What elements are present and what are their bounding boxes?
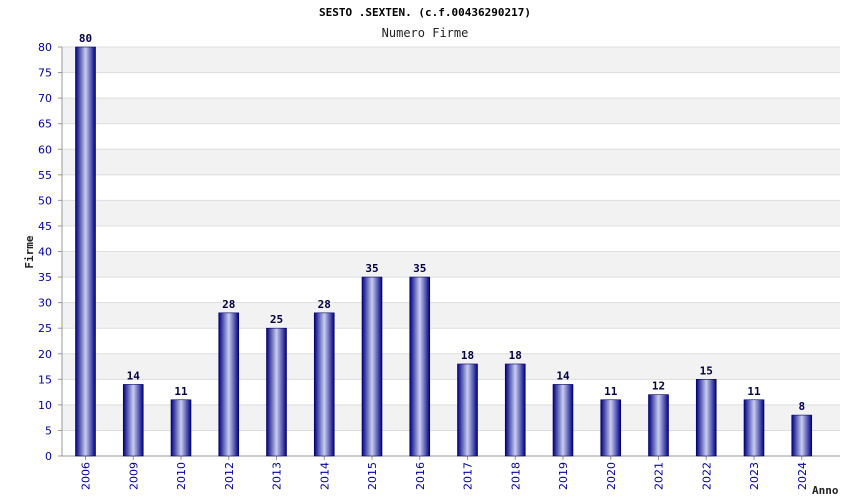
grid-band bbox=[62, 47, 840, 73]
bar-2009 bbox=[122, 384, 144, 457]
y-tick-label: 20 bbox=[38, 348, 52, 361]
x-tick-label: 2016 bbox=[414, 462, 427, 490]
y-tick-label: 15 bbox=[38, 373, 52, 386]
bar-value-label: 35 bbox=[413, 262, 426, 275]
x-tick-label: 2018 bbox=[509, 462, 522, 490]
x-tick-label: 2014 bbox=[318, 462, 331, 490]
y-tick-label: 65 bbox=[38, 118, 52, 131]
bar-2010 bbox=[170, 399, 192, 457]
bar-value-label: 11 bbox=[604, 385, 618, 398]
x-tick-label: 2024 bbox=[796, 462, 809, 490]
bar-value-label: 28 bbox=[222, 298, 235, 311]
x-tick-label: 2012 bbox=[223, 462, 236, 490]
bar-value-label: 12 bbox=[652, 380, 665, 393]
bar-value-label: 11 bbox=[174, 385, 188, 398]
bar-2019 bbox=[552, 384, 574, 457]
y-tick-label: 55 bbox=[38, 169, 52, 182]
grid-band bbox=[62, 302, 840, 329]
x-tick-label: 2010 bbox=[175, 462, 188, 490]
bar-2015 bbox=[361, 276, 383, 457]
bar-2023 bbox=[743, 399, 765, 457]
y-tick-label: 80 bbox=[38, 41, 52, 54]
x-tick-label: 2017 bbox=[462, 462, 475, 490]
x-tick-label: 2021 bbox=[653, 462, 666, 490]
bar-2024 bbox=[791, 414, 813, 457]
x-tick-label: 2006 bbox=[80, 462, 93, 490]
grid-band bbox=[62, 98, 840, 124]
bar-2021 bbox=[648, 394, 669, 457]
x-tick-label: 2009 bbox=[127, 462, 140, 490]
grid-band bbox=[62, 200, 840, 226]
grid-band bbox=[62, 251, 840, 278]
bar-2020 bbox=[600, 399, 622, 457]
bar-value-label: 28 bbox=[318, 298, 331, 311]
x-tick-label: 2020 bbox=[605, 462, 618, 490]
bar-value-label: 14 bbox=[556, 369, 570, 382]
y-axis-label: Firme bbox=[23, 235, 36, 268]
bar-2014 bbox=[313, 312, 335, 457]
y-tick-label: 40 bbox=[38, 246, 52, 259]
x-tick-label: 2013 bbox=[271, 462, 284, 490]
bar-2018 bbox=[504, 363, 526, 457]
x-tick-label: 2023 bbox=[748, 462, 761, 490]
bar-2016 bbox=[409, 276, 431, 457]
bar-value-label: 18 bbox=[509, 349, 522, 362]
bar-value-label: 15 bbox=[700, 364, 713, 377]
chart-title: SESTO .SEXTEN. (c.f.00436290217) bbox=[319, 6, 531, 19]
bar-value-label: 35 bbox=[365, 262, 378, 275]
grid-band bbox=[62, 149, 840, 175]
bar-value-label: 8 bbox=[798, 400, 805, 413]
bar-value-label: 80 bbox=[79, 32, 92, 45]
y-tick-label: 45 bbox=[38, 220, 52, 233]
x-tick-label: 2022 bbox=[700, 462, 713, 490]
y-tick-label: 10 bbox=[38, 399, 52, 412]
y-tick-label: 50 bbox=[38, 194, 52, 207]
y-tick-label: 75 bbox=[38, 67, 52, 80]
bar-2006 bbox=[75, 46, 96, 457]
y-tick-label: 60 bbox=[38, 143, 52, 156]
y-tick-label: 35 bbox=[38, 271, 52, 284]
y-tick-label: 5 bbox=[45, 424, 52, 437]
y-tick-label: 30 bbox=[38, 297, 52, 310]
bar-value-label: 14 bbox=[127, 369, 141, 382]
y-tick-label: 25 bbox=[38, 322, 52, 335]
bar-value-label: 18 bbox=[461, 349, 474, 362]
chart-subtitle: Numero Firme bbox=[381, 26, 469, 40]
bar-2022 bbox=[695, 379, 717, 457]
y-tick-label: 70 bbox=[38, 92, 52, 105]
x-tick-label: 2015 bbox=[366, 462, 379, 490]
bar-2013 bbox=[266, 327, 287, 457]
y-tick-label: 0 bbox=[45, 450, 52, 463]
x-axis-label: Anno bbox=[812, 484, 839, 497]
bar-value-label: 11 bbox=[747, 385, 761, 398]
x-tick-label: 2019 bbox=[557, 462, 570, 490]
grid-band bbox=[62, 353, 840, 380]
bar-2017 bbox=[457, 363, 478, 457]
bar-2012 bbox=[218, 312, 240, 457]
bar-value-label: 25 bbox=[270, 313, 283, 326]
